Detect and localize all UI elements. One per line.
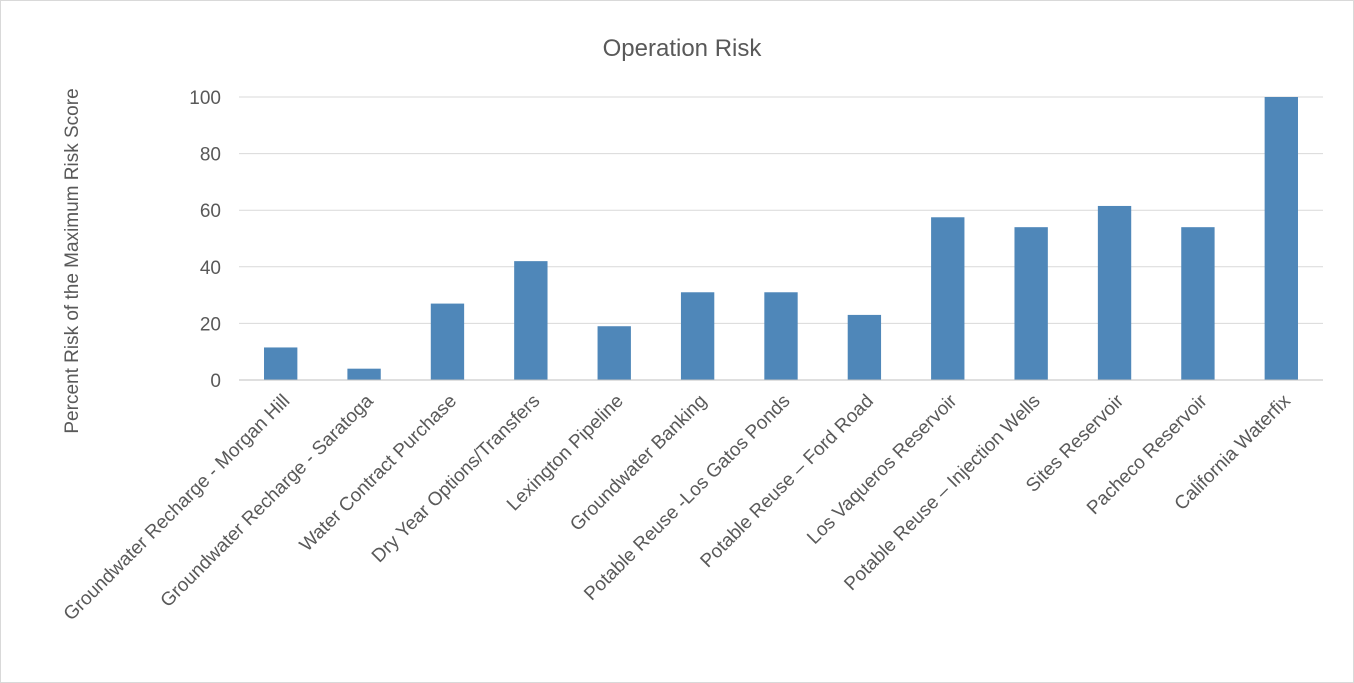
bar-3 xyxy=(430,303,465,380)
bar-4 xyxy=(514,261,548,380)
y-axis-ticks: 0 20 40 60 80 100 xyxy=(189,88,221,392)
bar-13 xyxy=(1264,97,1298,380)
bar-2 xyxy=(347,368,381,380)
bar-8 xyxy=(847,314,882,380)
y-tick-label: 80 xyxy=(200,145,221,166)
x-category-label: Potable Reuse – Ford Road xyxy=(697,391,878,572)
bars xyxy=(264,97,1298,380)
bar-5 xyxy=(597,326,631,380)
bar-10 xyxy=(1014,227,1048,380)
bar-1 xyxy=(264,347,298,380)
chart-title: Operation Risk xyxy=(603,35,763,62)
x-category-label: Los Vaqueros Reservoir xyxy=(803,390,961,548)
bar-12 xyxy=(1181,227,1215,380)
y-tick-label: 0 xyxy=(210,371,221,392)
y-tick-label: 100 xyxy=(189,88,221,109)
bar-11 xyxy=(1097,205,1132,380)
x-category-label: Water Contract Purchase xyxy=(296,391,461,556)
y-tick-label: 40 xyxy=(200,258,221,279)
gridlines xyxy=(239,96,1323,324)
x-category-label: Dry Year Options/Transfers xyxy=(368,391,544,567)
x-axis-category-labels: Groundwater Recharge - Morgan HillGround… xyxy=(60,390,1295,625)
y-tick-label: 60 xyxy=(200,201,221,222)
bar-6 xyxy=(680,292,715,380)
y-axis-label: Percent Risk of the Maximum Risk Score xyxy=(62,88,83,433)
y-tick-label: 20 xyxy=(200,314,221,335)
bar-7 xyxy=(764,292,798,380)
x-category-label: Groundwater Banking xyxy=(566,391,711,536)
bar-9 xyxy=(931,217,965,380)
